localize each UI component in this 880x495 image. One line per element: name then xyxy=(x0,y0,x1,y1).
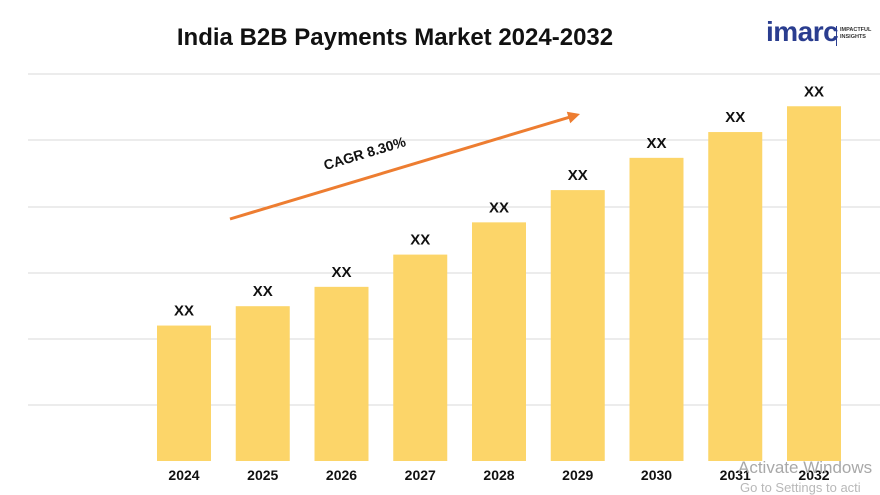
x-tick-label-2029: 2029 xyxy=(562,467,593,483)
bar-2031 xyxy=(708,132,763,462)
bar-2024 xyxy=(157,325,211,461)
data-label-2025: XX xyxy=(253,283,273,300)
x-tick-label-2030: 2030 xyxy=(641,467,672,483)
chart-title: India B2B Payments Market 2024-2032 xyxy=(176,24,614,51)
x-tick-label-2024: 2024 xyxy=(168,467,199,483)
x-tick-label-2032: 2032 xyxy=(798,467,829,483)
cagr-annotation: CAGR 8.30% xyxy=(322,133,408,173)
x-tick-label-2031: 2031 xyxy=(720,467,751,483)
data-label-2024: XX xyxy=(174,303,194,320)
logo-wordmark: imarc xyxy=(766,16,839,47)
bar-2029 xyxy=(550,190,605,461)
activate-windows-subtext: Go to Settings to acti xyxy=(740,480,861,495)
cagr-arrow-head xyxy=(566,111,580,124)
cagr-arrow-line xyxy=(229,114,573,221)
data-label-2031: XX xyxy=(725,109,745,126)
data-label-2029: XX xyxy=(568,167,588,184)
bar-2026 xyxy=(314,286,369,461)
bar-2025 xyxy=(235,306,290,461)
x-tick-label-2027: 2027 xyxy=(405,467,436,483)
bar-2027 xyxy=(393,254,448,461)
data-label-2028: XX xyxy=(489,199,509,216)
data-label-2030: XX xyxy=(646,135,666,152)
data-label-2032: XX xyxy=(804,83,824,100)
bar-2028 xyxy=(472,222,526,461)
logo-divider xyxy=(836,26,837,46)
logo-tagline: IMPACTFUL INSIGHTS xyxy=(840,27,872,40)
bar-2030 xyxy=(629,157,684,461)
data-label-2027: XX xyxy=(410,232,430,249)
bar-2032 xyxy=(787,106,841,461)
x-tick-label-2025: 2025 xyxy=(247,467,278,483)
activate-windows-watermark: Activate Windows xyxy=(738,458,873,477)
data-label-2026: XX xyxy=(331,264,351,281)
x-tick-label-2026: 2026 xyxy=(326,467,357,483)
imarc-logo: imarc IMPACTFUL INSIGHTS xyxy=(766,12,876,52)
x-tick-label-2028: 2028 xyxy=(483,467,514,483)
